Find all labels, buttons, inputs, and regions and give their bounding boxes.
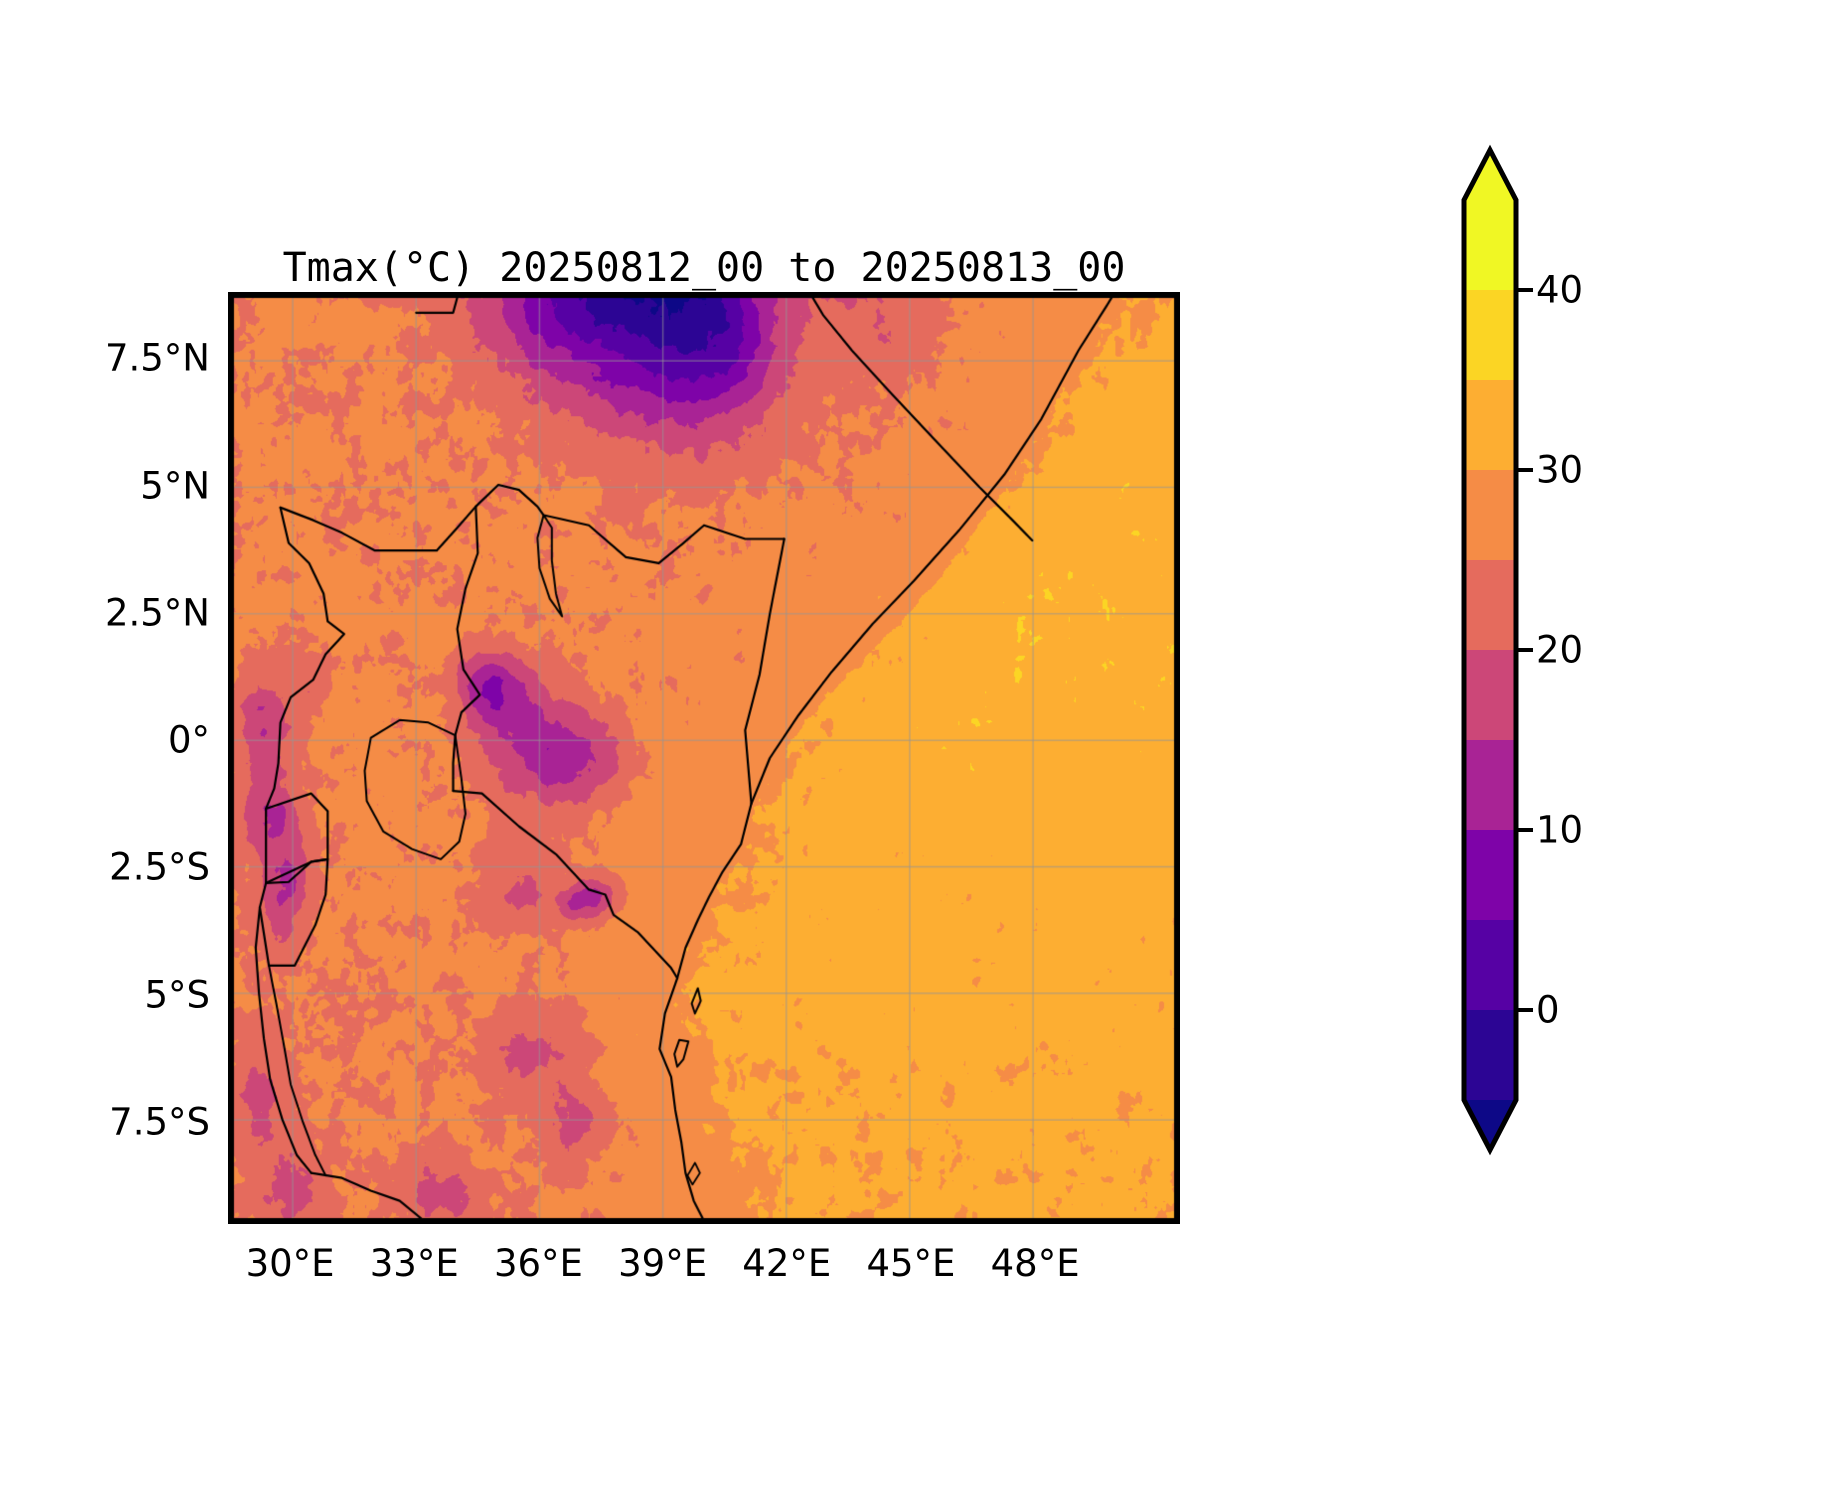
colorbar-tick-label: 40 [1536, 268, 1584, 312]
x-tick-label: 45°E [866, 1242, 956, 1285]
chart-title-line-1: Tmax(°C) 20250812_00 to 20250813_00 [282, 245, 1126, 291]
colorbar-tick-label: 20 [1536, 628, 1584, 672]
colorbar-band [1464, 740, 1516, 831]
colorbar-under-arrow [1464, 1100, 1516, 1150]
y-tick-label: 7.5°N [104, 336, 210, 380]
x-tick-label: 39°E [618, 1242, 708, 1285]
x-tick-label: 30°E [245, 1242, 335, 1285]
temperature-contour-map [231, 295, 1177, 1221]
colorbar-band [1464, 560, 1516, 651]
colorbar-over-arrow [1464, 150, 1516, 200]
colorbar-tick-label: 30 [1536, 448, 1584, 492]
y-tick-label: 2.5°N [104, 591, 210, 635]
y-tick-label: 5°S [144, 973, 210, 1017]
colorbar-band [1464, 290, 1516, 381]
colorbar-band [1464, 200, 1516, 291]
x-tick-label: 42°E [742, 1242, 832, 1285]
colorbar-tick-label: 10 [1536, 808, 1584, 852]
colorbar-band [1464, 650, 1516, 741]
x-tick-label: 36°E [493, 1242, 583, 1285]
colorbar-band [1464, 830, 1516, 921]
colorbar-outline [1461, 144, 1519, 1156]
map-axes [228, 292, 1180, 1224]
colorbar: 40 30 20 10 0 [1461, 144, 1583, 1156]
colorbar-gradient [1461, 144, 1533, 1156]
colorbar-tick-label: 0 [1536, 988, 1560, 1032]
x-tick-label: 48°E [990, 1242, 1080, 1285]
colorbar-band [1464, 920, 1516, 1011]
y-tick-label: 5°N [140, 464, 210, 508]
colorbar-band [1464, 470, 1516, 561]
colorbar-band [1464, 380, 1516, 471]
colorbar-band [1464, 1010, 1516, 1101]
y-tick-label: 2.5°S [109, 845, 210, 889]
x-tick-label: 33°E [369, 1242, 459, 1285]
y-tick-label: 7.5°S [109, 1100, 210, 1144]
y-tick-label: 0° [167, 718, 210, 762]
